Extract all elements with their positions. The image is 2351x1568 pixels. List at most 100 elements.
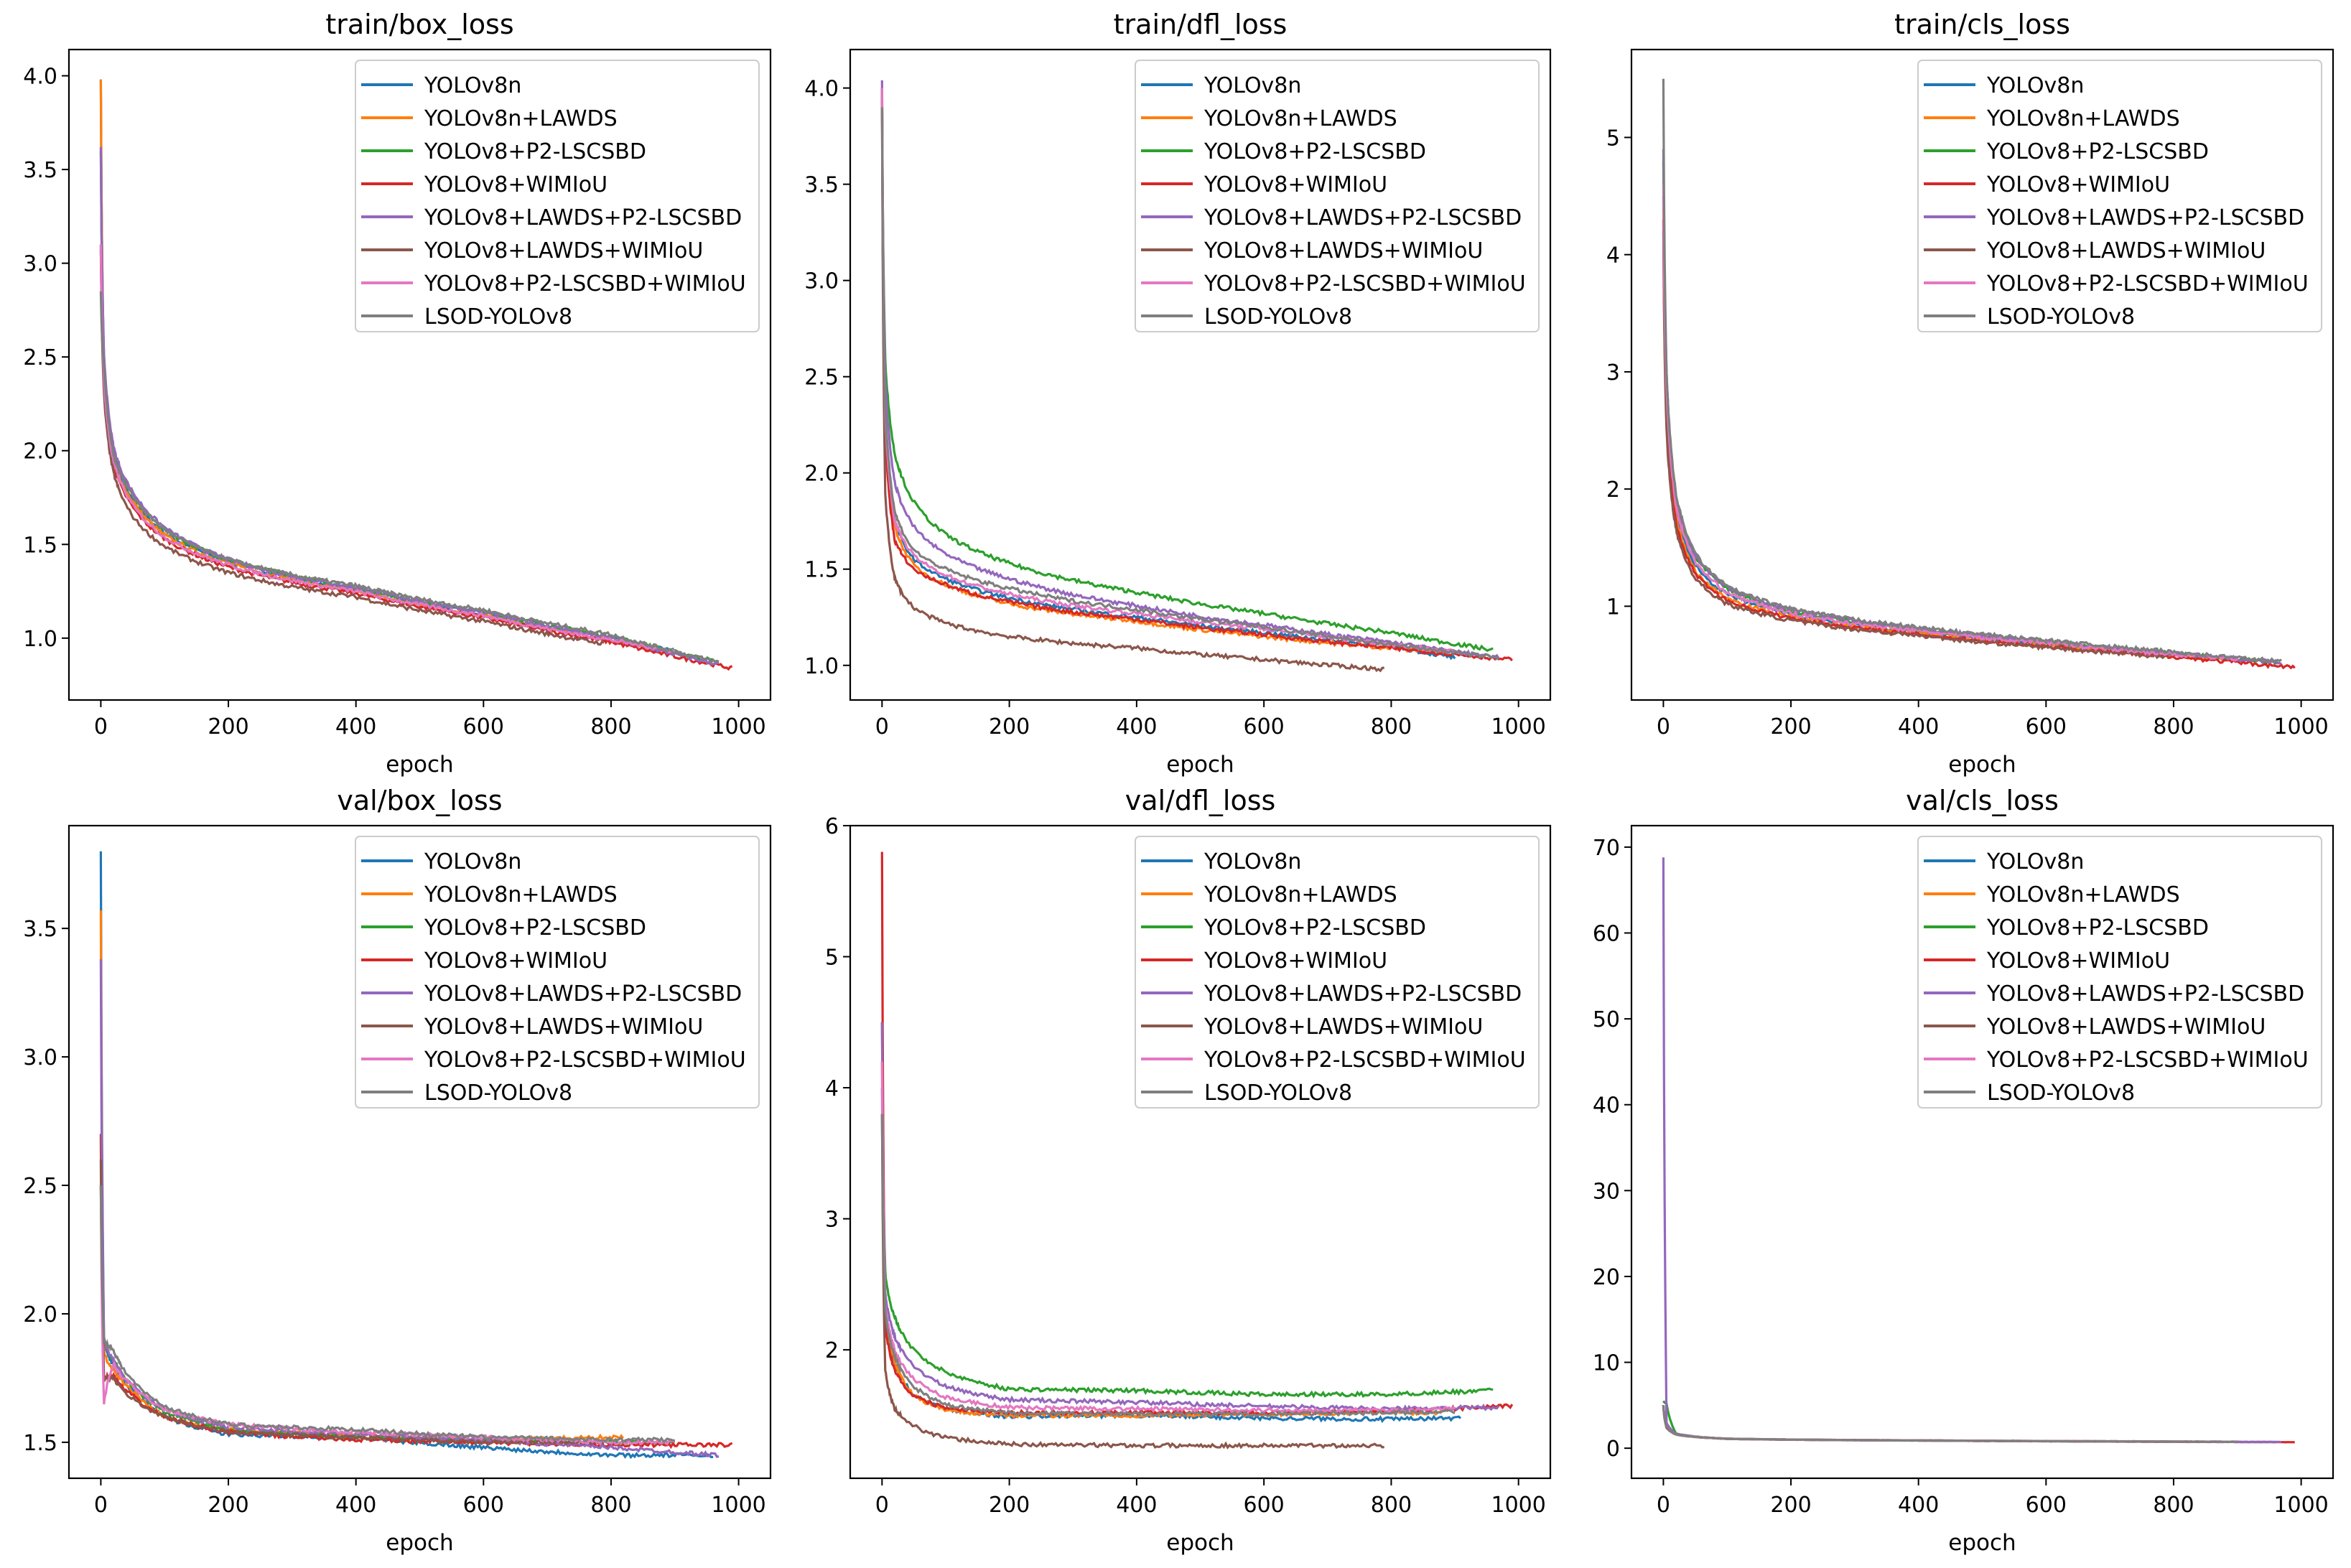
legend-box [1917, 60, 2322, 332]
legend-label: YOLOv8+P2-LSCSBD+WIMIoU [1204, 271, 1526, 297]
x-tick-label: 0 [1657, 714, 1670, 739]
legend-label: YOLOv8+WIMIoU [1204, 948, 1387, 974]
series-lines [880, 80, 1513, 673]
legend-label: YOLOv8+P2-LSCSBD+WIMIoU [1204, 1047, 1526, 1073]
legend-label: LSOD-YOLOv8 [424, 1081, 572, 1106]
series-line-yolov8-wimiou [880, 88, 1513, 662]
legend: YOLOv8n YOLOv8n+LAWDS YOLOv8+P2-LSCSBD YOLO… [1917, 836, 2322, 1109]
x-tick-label: 400 [335, 714, 376, 739]
y-tick-label: 0 [1606, 1437, 1620, 1462]
legend-label: YOLOv8+WIMIoU [424, 948, 607, 974]
legend: YOLOv8n YOLOv8n+LAWDS YOLOv8+P2-LSCSBD YOLO… [1917, 60, 2322, 332]
x-tick-label: 0 [875, 714, 889, 739]
series-line-yolov8-lawds-wimiou [1662, 1405, 2167, 1443]
series-line-yolov8n-lawds [880, 1061, 1443, 1419]
y-tick-label: 2.5 [23, 1174, 57, 1199]
axes-frame [67, 48, 772, 701]
x-tick-label: 400 [335, 1493, 376, 1518]
x-tick-label: 800 [590, 714, 631, 739]
x-tick-label: 0 [875, 1493, 889, 1518]
y-tick-label: 1.5 [23, 1431, 57, 1456]
series-line-lsod-yolov8 [99, 291, 720, 665]
legend-label: YOLOv8n+LAWDS [1204, 882, 1397, 907]
legend-label: YOLOv8n [1204, 849, 1301, 874]
y-tick-label: 4 [1606, 243, 1620, 269]
legend-box [1135, 836, 1540, 1109]
y-tick-label: 3.0 [23, 252, 57, 277]
y-tick-label: 3.5 [23, 917, 57, 942]
legend: YOLOv8n YOLOv8n+LAWDS YOLOv8+P2-LSCSBD YOLO… [355, 836, 760, 1109]
legend-label: YOLOv8n+LAWDS [1986, 106, 2180, 131]
series-line-yolov8n [880, 1088, 1462, 1424]
legend-label: LSOD-YOLOv8 [424, 304, 572, 330]
x-tick-label: 600 [463, 1493, 504, 1518]
series-line-yolov8-lawds-p2-lscsbd [880, 80, 1500, 659]
y-tick-label: 1.0 [804, 654, 839, 679]
y-tick-label: 2.0 [804, 462, 839, 487]
x-tick-label: 0 [94, 714, 108, 739]
legend-box [1135, 60, 1540, 332]
y-tick-label: 2 [1606, 477, 1620, 503]
y-tick-label: 2 [825, 1338, 839, 1363]
chart-title: val/cls_loss [1906, 785, 2059, 816]
x-axis-label: epoch [1948, 1530, 2016, 1556]
x-tick-label: 800 [590, 1493, 631, 1518]
y-tick-label: 50 [1593, 1007, 1620, 1032]
y-tick-label: 70 [1593, 836, 1620, 861]
series-line-lsod-yolov8 [880, 1114, 1456, 1418]
x-tick-label: 1000 [1491, 1493, 1546, 1518]
y-tick-label: 3.5 [804, 173, 839, 198]
legend-label: YOLOv8+LAWDS+WIMIoU [1204, 238, 1483, 263]
legend-label: YOLOv8n+LAWDS [424, 106, 618, 131]
chart-title: train/cls_loss [1894, 9, 2070, 40]
series-line-lsod-yolov8 [1662, 78, 2282, 663]
legend-box [1917, 836, 2322, 1109]
x-tick-label: 800 [1371, 714, 1412, 739]
axes-frame [849, 48, 1552, 701]
legend-label: YOLOv8+LAWDS+P2-LSCSBD [1986, 205, 2304, 230]
series-line-lsod-yolov8 [1662, 1405, 2238, 1443]
legend-label: YOLOv8+P2-LSCSBD+WIMIoU [1986, 1047, 2309, 1073]
legend-label: YOLOv8n [424, 849, 521, 874]
series-line-yolov8-wimiou [1662, 1405, 2295, 1444]
x-tick-label: 200 [989, 714, 1030, 739]
y-tick-label: 2.5 [804, 365, 839, 391]
legend-label: YOLOv8+P2-LSCSBD [424, 915, 646, 941]
legend-label: YOLOv8+P2-LSCSBD+WIMIoU [424, 271, 746, 297]
series-line-yolov8n-lawds [1662, 1405, 2225, 1443]
series-line-yolov8-lawds-p2-lscsbd [880, 1022, 1500, 1413]
chart-title: val/dfl_loss [1125, 785, 1276, 816]
legend-label: YOLOv8n+LAWDS [424, 882, 618, 907]
series-line-yolov8-p2-lscsbd [1662, 1400, 2276, 1444]
x-tick-label: 1000 [2273, 1493, 2328, 1518]
x-tick-label: 800 [2153, 714, 2194, 739]
x-axis-label: epoch [1166, 752, 1234, 778]
legend-label: LSOD-YOLOv8 [1204, 1081, 1352, 1106]
y-tick-label: 20 [1593, 1265, 1620, 1290]
series-line-yolov8-p2-lscsbd-wimiou [1662, 184, 2238, 662]
y-tick-label: 3.0 [804, 269, 839, 294]
series-lines [99, 851, 733, 1460]
series-line-lsod-yolov8 [99, 1185, 675, 1444]
legend-label: YOLOv8+P2-LSCSBD [1986, 139, 2209, 164]
axes-frame [849, 824, 1552, 1480]
legend-box [355, 836, 760, 1109]
series-line-yolov8-p2-lscsbd [880, 1022, 1494, 1399]
legend-label: YOLOv8+LAWDS+WIMIoU [1986, 238, 2266, 263]
y-tick-label: 2.5 [23, 345, 57, 370]
series-lines [880, 851, 1514, 1450]
series-line-yolov8-p2-lscsbd-wimiou [99, 244, 676, 653]
x-tick-label: 1000 [711, 714, 765, 739]
x-axis-label: epoch [1166, 1530, 1234, 1556]
y-tick-label: 6 [825, 814, 839, 839]
x-tick-label: 200 [208, 714, 248, 739]
series-line-yolov8n [880, 88, 1456, 661]
x-tick-label: 600 [1244, 1493, 1285, 1518]
x-tick-label: 400 [1116, 714, 1157, 739]
chart-title: train/box_loss [325, 9, 513, 40]
legend-label: YOLOv8+LAWDS+WIMIoU [1986, 1014, 2266, 1040]
x-tick-label: 600 [1244, 714, 1285, 739]
